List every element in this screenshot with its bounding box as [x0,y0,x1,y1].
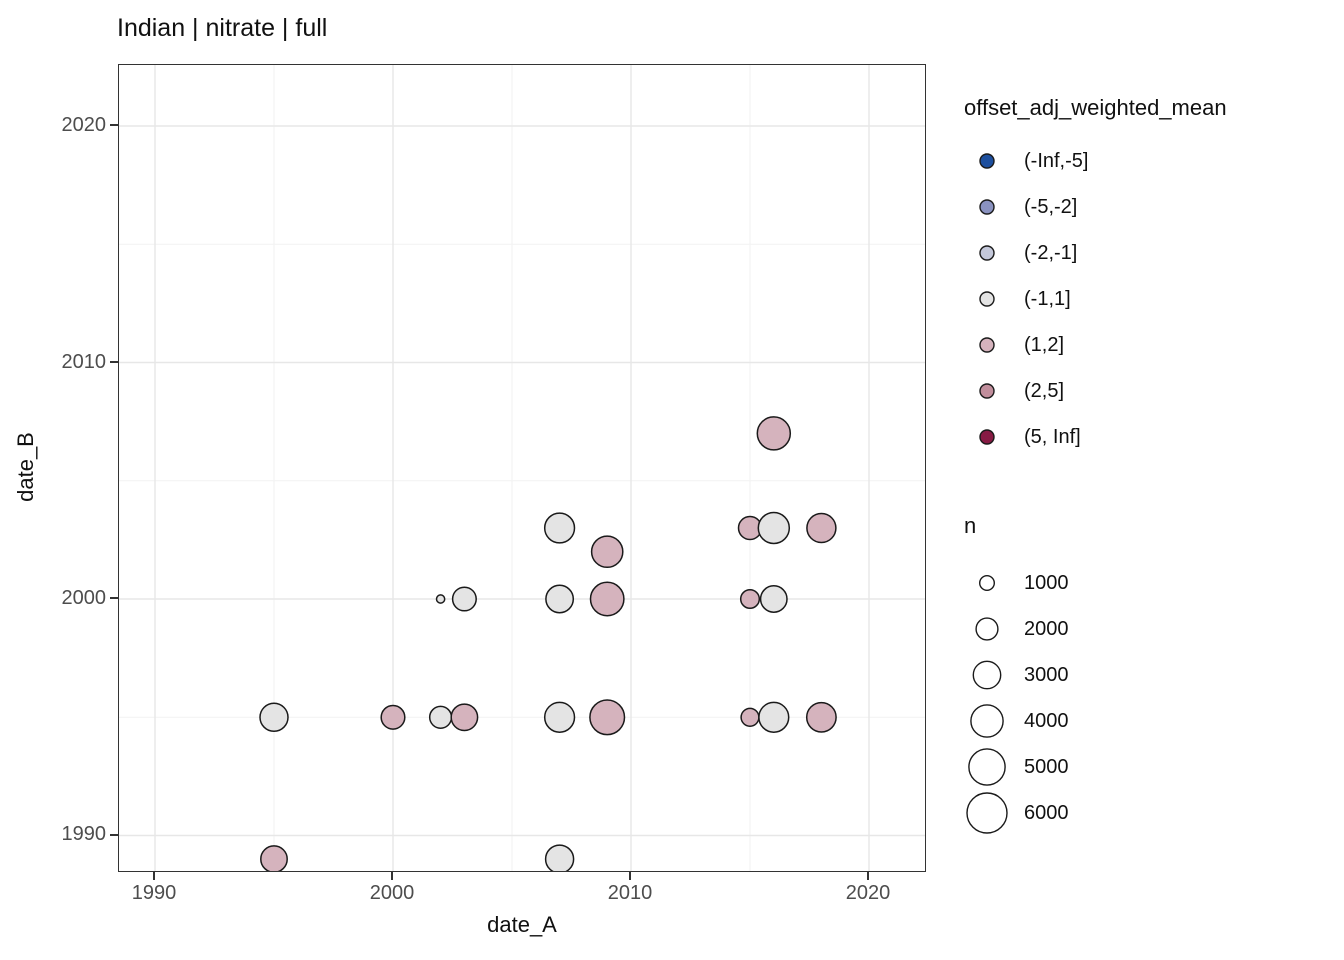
legend-item-label: 6000 [1024,801,1069,824]
legend-key-circle-icon [964,698,1010,744]
data-point [590,535,624,569]
legend-item: (-1,1] [964,276,1227,322]
data-point [805,701,837,733]
legend-item-label: 4000 [1024,709,1069,732]
y-tick-label: 2020 [61,114,107,136]
data-point [740,707,760,727]
legend-item-label: 2000 [1024,617,1069,640]
data-point [428,705,453,729]
x-tick-label: 2010 [607,882,653,904]
legend-item: (1,2] [964,322,1227,368]
y-tick-mark [110,124,118,126]
legend-key-circle-icon [964,744,1010,790]
legend-item: (-Inf,-5] [964,138,1227,184]
data-point [259,702,289,733]
y-tick-label: 2000 [61,587,107,609]
legend-key-circle-icon [964,790,1010,836]
size-legend: n 1000 2000 3000 4000 5000 6000 [964,512,1069,836]
data-point [380,704,406,730]
legend-key-circle-icon [964,322,1010,368]
legend-key-circle-icon [964,414,1010,460]
legend-key-circle-icon [964,560,1010,606]
color-legend: offset_adj_weighted_mean (-Inf,-5] (-5,-… [964,94,1227,460]
legend-item-label: 5000 [1024,755,1069,778]
legend-item: (-5,-2] [964,184,1227,230]
data-point [589,699,626,736]
color-legend-title: offset_adj_weighted_mean [964,95,1227,120]
y-tick-label: 2010 [61,351,107,373]
legend-key-circle-icon [964,138,1010,184]
x-tick-label: 2020 [845,882,891,904]
x-tick-mark [629,872,631,880]
legend-item: (5, Inf] [964,414,1227,460]
legend-item-label: (5, Inf] [1024,425,1081,448]
x-tick-label: 2000 [369,882,415,904]
legend-item: 2000 [964,606,1069,652]
data-point [757,511,791,545]
legend-key-circle-icon [964,184,1010,230]
data-point [545,584,575,614]
legend-item: (2,5] [964,368,1227,414]
legend-item: 3000 [964,652,1069,698]
y-tick-label: 1990 [61,823,107,845]
legend-item-label: (-5,-2] [1024,195,1078,218]
y-tick-mark [110,361,118,363]
data-point [451,586,477,612]
data-point [589,581,625,617]
plot-panel [118,64,926,872]
legend-item: 5000 [964,744,1069,790]
legend-key-circle-icon [964,230,1010,276]
x-tick-mark [391,872,393,880]
data-point [543,512,576,544]
legend-key-circle-icon [964,652,1010,698]
data-point [758,701,790,733]
data-point [739,588,761,610]
legend-item-label: (-1,1] [1024,287,1071,310]
legend-item-label: (1,2] [1024,333,1065,356]
legend-item: 1000 [964,560,1069,606]
scatter-plot [119,65,925,871]
y-axis-title: date_B [13,432,38,502]
legend-item-label: (-Inf,-5] [1024,149,1089,172]
data-point [450,703,479,732]
x-axis-title: date_A [487,912,557,937]
x-tick-mark [867,872,869,880]
data-point [756,416,792,451]
legend-item-label: 3000 [1024,663,1069,686]
data-point [260,845,288,871]
x-tick-label: 1990 [131,882,177,904]
data-point [759,585,788,613]
legend-item: 6000 [964,790,1069,836]
legend-item: (-2,-1] [964,230,1227,276]
y-tick-mark [110,597,118,599]
data-point [544,844,575,871]
page-title: Indian | nitrate | full [117,14,328,42]
y-tick-mark [110,834,118,836]
data-point [435,594,446,604]
x-tick-mark [153,872,155,880]
size-legend-title: n [964,513,977,538]
data-point [543,701,576,733]
legend-key-circle-icon [964,276,1010,322]
legend-key-circle-icon [964,606,1010,652]
legend-item-label: 1000 [1024,571,1069,594]
legend-item-label: (2,5] [1024,379,1065,402]
legend-item-label: (-2,-1] [1024,241,1078,264]
legend-key-circle-icon [964,368,1010,414]
legend-item: 4000 [964,698,1069,744]
data-point [806,512,837,544]
